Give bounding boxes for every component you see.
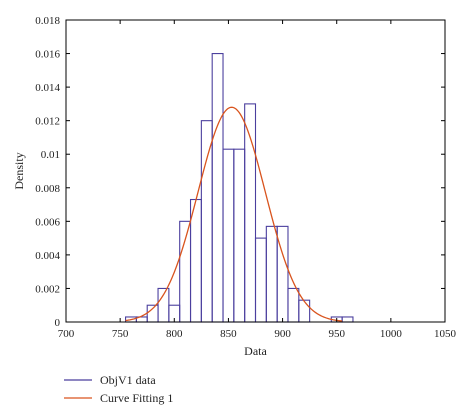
y-tick-label-0.004: 0.004 xyxy=(35,250,60,262)
x-tick-label-1000: 1000 xyxy=(380,328,403,340)
y-tick-label-0.006: 0.006 xyxy=(35,216,60,228)
axis-ticks: 700 750 800 850 900 950 1000 1050 0 0.002 0.004 0.0… xyxy=(35,15,456,340)
legend-label-objv1-data: ObjV1 data xyxy=(100,373,156,387)
x-tick-label-750: 750 xyxy=(112,328,129,340)
histogram-bar-805 xyxy=(179,220,192,323)
histogram-bar-825 xyxy=(200,120,213,323)
y-tick-label-0: 0 xyxy=(55,317,61,329)
x-tick-label-850: 850 xyxy=(220,328,237,340)
histogram-bar-855 xyxy=(233,148,246,323)
y-tick-label-0.008: 0.008 xyxy=(35,183,60,195)
x-tick-label-700: 700 xyxy=(58,328,75,340)
y-tick-label-0.002: 0.002 xyxy=(35,283,60,295)
y-tick-label-0.018: 0.018 xyxy=(35,15,60,27)
histogram-bar-905 xyxy=(287,287,300,323)
histogram-bar-845 xyxy=(222,148,235,323)
x-tick-label-800: 800 xyxy=(166,328,183,340)
y-tick-label-0.014: 0.014 xyxy=(35,82,60,94)
fit-curve-line xyxy=(125,106,343,322)
x-tick-label-1050: 1050 xyxy=(434,328,457,340)
histogram-bar-885 xyxy=(265,225,278,323)
histogram-bar-915 xyxy=(298,299,311,323)
y-axis-label: Density xyxy=(12,152,26,189)
legend-label-curve-fitting: Curve Fitting 1 xyxy=(100,391,173,405)
plot-frame xyxy=(65,19,446,323)
legend: ObjV1 data Curve Fitting 1 xyxy=(64,373,173,405)
histogram-bar-785 xyxy=(157,287,170,323)
histogram-bar-835 xyxy=(211,53,224,323)
y-tick-label-0.016: 0.016 xyxy=(35,49,60,61)
x-tick-label-900: 900 xyxy=(274,328,291,340)
histogram-bars xyxy=(125,53,354,323)
x-tick-label-950: 950 xyxy=(328,328,345,340)
x-axis-label: Data xyxy=(244,344,267,358)
histogram-bar-955 xyxy=(341,316,354,323)
y-tick-label-0.012: 0.012 xyxy=(35,116,60,128)
y-tick-label-0.01: 0.01 xyxy=(41,149,60,161)
histogram-bar-875 xyxy=(254,237,267,323)
histogram-bar-815 xyxy=(189,198,202,323)
